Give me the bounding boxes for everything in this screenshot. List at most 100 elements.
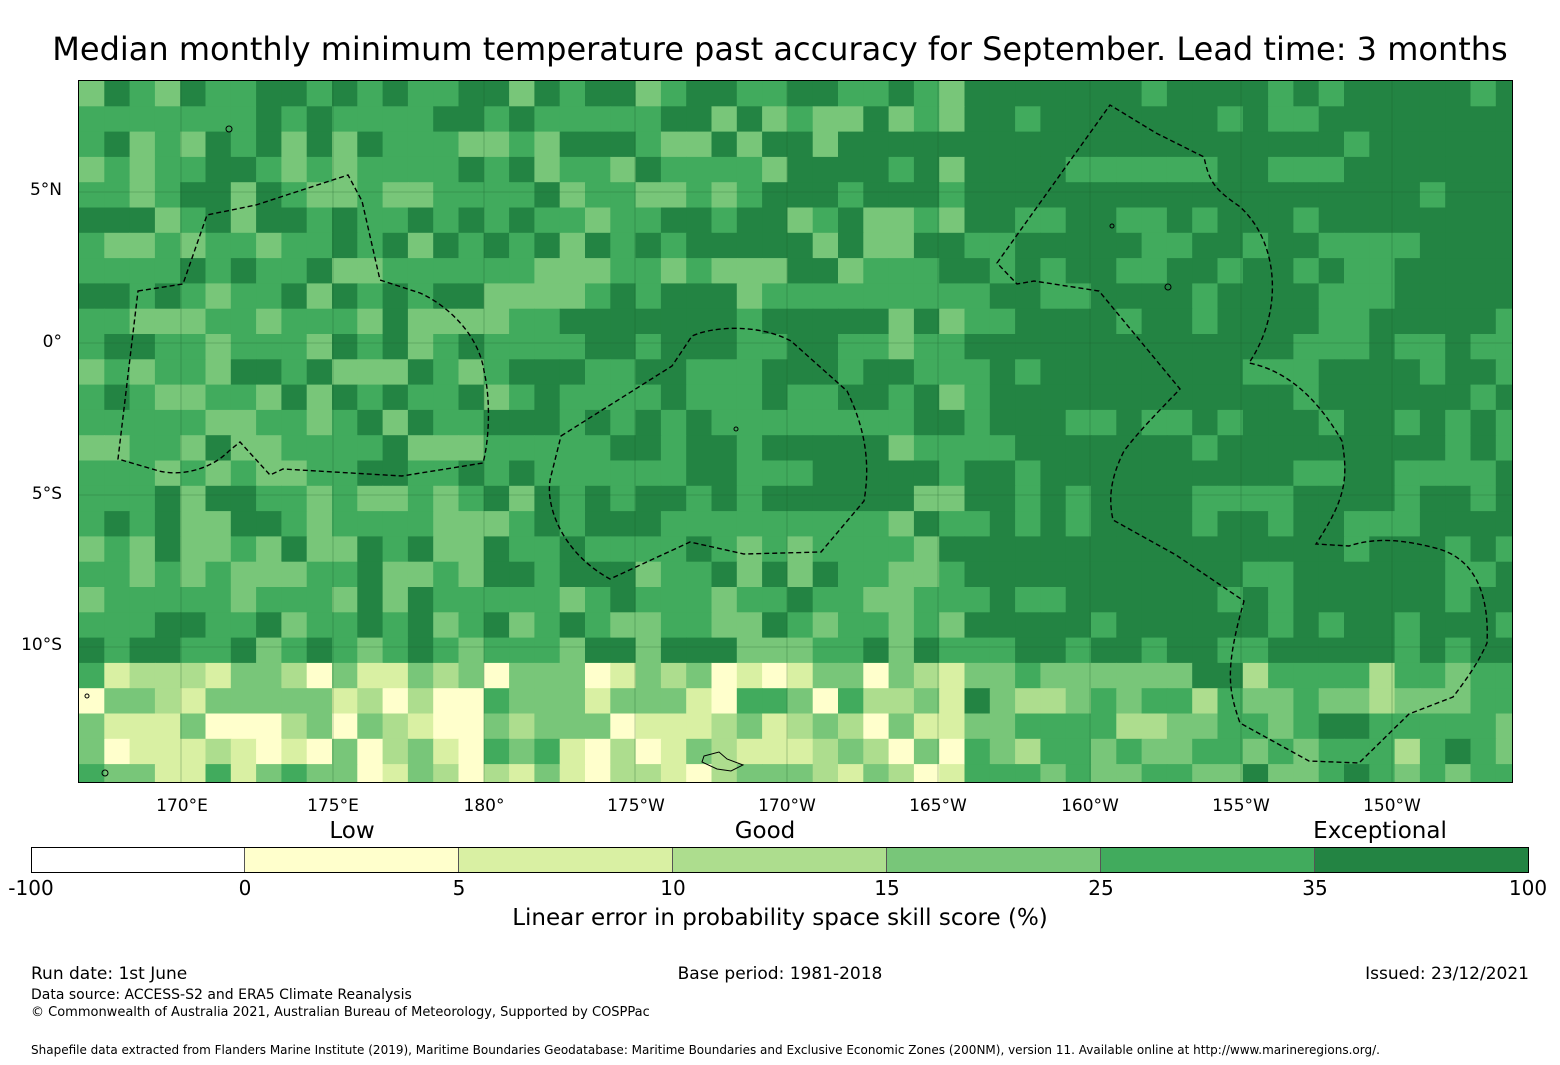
colorbar-segment-5-10 bbox=[459, 848, 673, 872]
skill-grid-cell bbox=[939, 738, 966, 765]
skill-grid-cell bbox=[458, 637, 485, 664]
skill-grid-cell bbox=[1116, 207, 1143, 234]
skill-grid-cell bbox=[306, 359, 333, 386]
skill-grid-cell bbox=[1470, 511, 1497, 537]
skill-grid-cell bbox=[711, 258, 738, 284]
skill-grid-cell bbox=[1065, 511, 1092, 537]
skill-grid-cell bbox=[1192, 511, 1219, 537]
skill-grid-cell bbox=[711, 587, 738, 613]
skill-grid-cell bbox=[686, 511, 713, 537]
skill-grid-cell bbox=[1242, 536, 1269, 563]
skill-grid-cell bbox=[686, 232, 713, 259]
skill-grid-cell bbox=[787, 536, 814, 563]
skill-grid-cell bbox=[433, 232, 460, 259]
skill-grid-cell bbox=[964, 738, 991, 765]
skill-grid-cell bbox=[1141, 131, 1168, 158]
lon-label-165w: 165°W bbox=[909, 796, 967, 816]
island-dot bbox=[1164, 283, 1172, 291]
skill-grid-cell bbox=[79, 536, 105, 563]
skill-grid-cell bbox=[939, 156, 966, 183]
skill-grid-cell bbox=[534, 308, 561, 335]
skill-grid-cell bbox=[610, 258, 637, 284]
skill-grid-cell bbox=[660, 713, 687, 740]
skill-grid-cell bbox=[1166, 258, 1193, 284]
skill-grid-cell bbox=[989, 460, 1016, 487]
skill-grid-cell bbox=[660, 587, 687, 613]
skill-grid-cell bbox=[787, 662, 814, 689]
skill-grid-cell bbox=[534, 258, 561, 284]
skill-grid-cell bbox=[104, 81, 131, 107]
skill-grid-cell bbox=[989, 637, 1016, 664]
skill-grid-cell bbox=[1091, 713, 1117, 740]
skill-grid-cell bbox=[1445, 460, 1472, 487]
skill-grid-cell bbox=[964, 334, 991, 360]
skill-grid-cell bbox=[104, 308, 131, 335]
lon-label-155w: 155°W bbox=[1212, 796, 1270, 816]
skill-grid-cell bbox=[407, 207, 434, 234]
skill-grid-cell bbox=[1344, 536, 1370, 563]
skill-grid-cell bbox=[306, 207, 333, 234]
skill-grid-cell bbox=[332, 713, 358, 740]
skill-grid-cell bbox=[711, 688, 738, 715]
skill-grid-cell bbox=[1166, 156, 1193, 183]
skill-grid-cell bbox=[635, 738, 662, 765]
skill-grid-cell bbox=[1268, 283, 1294, 310]
skill-grid-cell bbox=[585, 334, 611, 360]
skill-grid-cell bbox=[1242, 258, 1269, 284]
eez-boundary-kiribati bbox=[996, 104, 1488, 764]
skill-grid-cell bbox=[205, 384, 232, 411]
skill-grid-cell bbox=[1419, 637, 1446, 664]
skill-grid-cell bbox=[332, 637, 358, 664]
skill-grid-cell bbox=[180, 106, 207, 133]
skill-grid-cell bbox=[433, 612, 460, 639]
skill-grid-cell bbox=[79, 764, 105, 782]
skill-grid-cell bbox=[180, 688, 207, 715]
colorbar-tick: 25 bbox=[1088, 876, 1114, 900]
skill-grid-cell bbox=[686, 258, 713, 284]
skill-grid-cell bbox=[281, 81, 308, 107]
skill-grid-cell bbox=[1242, 764, 1269, 782]
skill-grid-cell bbox=[964, 536, 991, 563]
skill-grid-cell bbox=[407, 409, 434, 436]
skill-grid-cell bbox=[1091, 156, 1117, 183]
skill-grid-cell bbox=[1040, 738, 1067, 765]
skill-grid-cell bbox=[483, 662, 510, 689]
skill-grid-cell bbox=[332, 511, 358, 537]
skill-grid-cell bbox=[154, 561, 181, 588]
skill-grid-cell bbox=[812, 713, 839, 740]
skill-grid-cell bbox=[964, 688, 991, 715]
skill-grid-cell bbox=[509, 334, 535, 360]
skill-grid-cell bbox=[1065, 713, 1092, 740]
skill-grid-cell bbox=[838, 460, 864, 487]
skill-grid-cell bbox=[1495, 688, 1512, 715]
skill-grid-cell bbox=[483, 435, 510, 462]
skill-grid-cell bbox=[230, 612, 257, 639]
skill-grid-cell bbox=[1040, 308, 1067, 335]
skill-grid-cell bbox=[129, 182, 156, 209]
skill-grid-cell bbox=[306, 182, 333, 209]
skill-grid-cell bbox=[1318, 460, 1345, 487]
skill-grid-cell bbox=[306, 435, 333, 462]
skill-grid-cell bbox=[129, 106, 156, 133]
skill-grid-cell bbox=[256, 308, 282, 335]
skill-grid-cell bbox=[1116, 460, 1143, 487]
skill-grid-cell bbox=[256, 232, 282, 259]
skill-grid-cell bbox=[281, 106, 308, 133]
skill-grid-cell bbox=[1268, 435, 1294, 462]
skill-grid-cell bbox=[635, 384, 662, 411]
skill-grid-cell bbox=[812, 106, 839, 133]
skill-grid-cell bbox=[585, 283, 611, 310]
skill-grid-cell bbox=[686, 637, 713, 664]
skill-grid-cell bbox=[180, 156, 207, 183]
skill-grid-cell bbox=[230, 460, 257, 487]
skill-grid-cell bbox=[559, 637, 586, 664]
skill-grid-cell bbox=[1192, 485, 1219, 512]
skill-grid-cell bbox=[1344, 409, 1370, 436]
skill-grid-cell bbox=[154, 587, 181, 613]
skill-grid-cell bbox=[913, 435, 940, 462]
skill-grid-cell bbox=[812, 283, 839, 310]
skill-grid-cell bbox=[332, 81, 358, 107]
skill-grid-cell bbox=[1470, 156, 1497, 183]
skill-grid-cell bbox=[1040, 460, 1067, 487]
skill-grid-cell bbox=[838, 485, 864, 512]
